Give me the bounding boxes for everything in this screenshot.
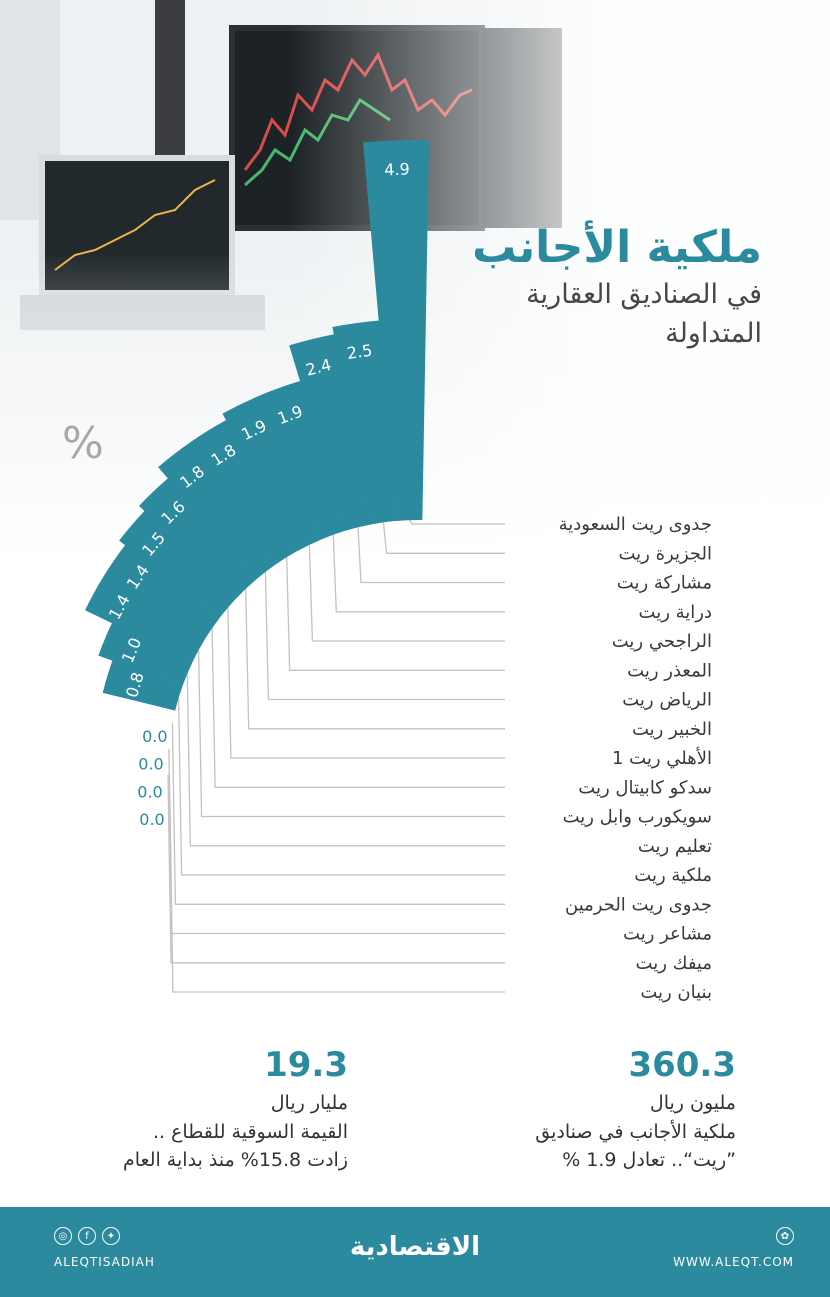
title-block: ملكية الأجانب في الصناديق العقارية المتد… (472, 222, 762, 353)
leader-line (169, 800, 505, 993)
instagram-icon[interactable]: ◎ (54, 1227, 72, 1245)
category-label: المعذر ريت (627, 660, 712, 681)
value-label: 0.0 (138, 755, 163, 774)
leader-line (264, 571, 505, 701)
stat-market-value-desc2: زادت 15.8% منذ بداية العام (122, 1149, 348, 1171)
value-label: 4.9 (384, 159, 410, 179)
category-label: مشاعر ريت (623, 924, 712, 945)
bar (332, 320, 397, 525)
stat-foreign-ownership-unit: مليون ريال (649, 1092, 736, 1114)
percent-unit-label: % (62, 418, 104, 469)
bar (85, 576, 206, 662)
social-icons: ◎ f ✦ (54, 1227, 214, 1245)
stat-foreign-ownership-desc2: ”ريت“.. تعادل 1.9 % (562, 1149, 736, 1171)
category-label: الأهلي ريت 1 (612, 747, 712, 769)
leader-line (167, 774, 505, 964)
bar (363, 140, 429, 521)
footer-bar (0, 1207, 830, 1297)
leader-lines (167, 519, 505, 993)
value-label: 0.0 (139, 810, 164, 829)
leader-line (197, 650, 505, 818)
bar (222, 395, 322, 551)
category-label: دراية ريت (639, 602, 712, 623)
stat-foreign-ownership: 360.3 مليون ريال ملكية الأجانب في صناديق… (535, 1045, 736, 1175)
category-label: جدوى ريت الحرمين (565, 894, 712, 915)
category-label: تعليم ريت (638, 836, 712, 857)
leader-line (286, 557, 505, 671)
bar (260, 380, 346, 540)
stat-market-value-number: 19.3 (264, 1045, 348, 1085)
leader-line (382, 522, 505, 554)
chart-subtitle-line1: في الصناديق العقارية (526, 278, 762, 310)
footer-social: ◎ f ✦ ALEQTISADIAH (54, 1227, 214, 1269)
category-label: سدكو كابيتال ريت (578, 777, 712, 798)
leader-line (332, 534, 505, 613)
category-labels: جدوى ريت السعودية الجزيرة ريت مشاركة ريت در… (559, 514, 712, 1003)
leader-line (308, 544, 505, 642)
bar (103, 544, 220, 640)
leader-line (211, 628, 505, 788)
bar (102, 660, 183, 711)
brand-logo: الاقتصادية (349, 1232, 481, 1262)
stat-market-value: 19.3 مليار ريال القيمة السوقية للقطاع ..… (123, 1045, 348, 1175)
bar (158, 441, 276, 581)
stat-foreign-ownership-number: 360.3 (628, 1045, 736, 1085)
value-label: 0.0 (137, 783, 162, 802)
chart-subtitle-line2: المتداولة (665, 317, 762, 349)
category-label: الرياض ريت (622, 690, 712, 711)
stat-market-value-desc1: القيمة السوقية للقطاع .. (152, 1120, 348, 1143)
category-label: الراجحي ريت (612, 631, 712, 652)
leader-line (168, 748, 505, 935)
bars (85, 140, 429, 711)
category-label: ملكية ريت (634, 865, 712, 886)
bar (98, 622, 193, 686)
category-label: الخبير ريت (632, 719, 712, 740)
stat-foreign-ownership-desc1: ملكية الأجانب في صناديق (535, 1120, 736, 1143)
leader-line (245, 588, 505, 730)
leader-line (171, 723, 505, 905)
stat-market-value-unit: مليار ريال (270, 1092, 348, 1114)
bar (139, 478, 256, 599)
category-label: جدوى ريت السعودية (559, 514, 712, 535)
leader-line (186, 673, 505, 847)
web-icon[interactable]: ✿ (776, 1227, 794, 1245)
leader-line (408, 519, 505, 525)
value-label: 2.5 (346, 341, 374, 363)
leader-line (177, 697, 505, 876)
category-label: سويكورب وابل ريت (563, 807, 712, 828)
twitter-icon[interactable]: ✦ (102, 1227, 120, 1245)
background-photo (0, 0, 830, 560)
category-label: ميفك ريت (636, 953, 712, 974)
facebook-icon[interactable]: f (78, 1227, 96, 1245)
category-label: الجزيرة ريت (618, 543, 712, 564)
bar (190, 419, 298, 565)
website-link[interactable]: WWW.ALEQT.COM (673, 1255, 794, 1269)
bar (289, 334, 371, 531)
leader-line (357, 527, 505, 584)
footer-website: ✿ WWW.ALEQT.COM (673, 1227, 794, 1269)
web-icon-wrap: ✿ (673, 1227, 794, 1245)
chart-title: ملكية الأجانب (472, 222, 762, 273)
leader-line (227, 607, 505, 759)
value-label: 0.0 (142, 727, 167, 746)
category-label: بنيان ريت (640, 982, 712, 1003)
category-label: مشاركة ريت (617, 573, 712, 594)
social-handle[interactable]: ALEQTISADIAH (54, 1255, 155, 1269)
bar (119, 510, 237, 618)
